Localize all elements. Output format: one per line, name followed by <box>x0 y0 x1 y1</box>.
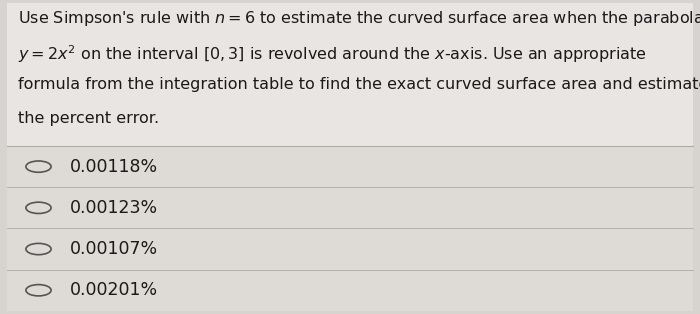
FancyBboxPatch shape <box>7 270 693 311</box>
Text: 0.00201%: 0.00201% <box>70 281 158 299</box>
FancyBboxPatch shape <box>7 146 693 187</box>
Text: formula from the integration table to find the exact curved surface area and est: formula from the integration table to fi… <box>18 77 700 92</box>
Text: $y = 2x^2$ on the interval $[0, 3]$ is revolved around the $x$-axis. Use an appr: $y = 2x^2$ on the interval $[0, 3]$ is r… <box>18 43 647 65</box>
FancyBboxPatch shape <box>7 228 693 270</box>
Text: 0.00118%: 0.00118% <box>70 158 158 176</box>
FancyBboxPatch shape <box>7 3 693 311</box>
Text: Use Simpson's rule with $n = 6$ to estimate the curved surface area when the par: Use Simpson's rule with $n = 6$ to estim… <box>18 9 700 29</box>
FancyBboxPatch shape <box>7 187 693 228</box>
Text: 0.00123%: 0.00123% <box>70 199 158 217</box>
Text: 0.00107%: 0.00107% <box>70 240 158 258</box>
Text: the percent error.: the percent error. <box>18 111 159 126</box>
